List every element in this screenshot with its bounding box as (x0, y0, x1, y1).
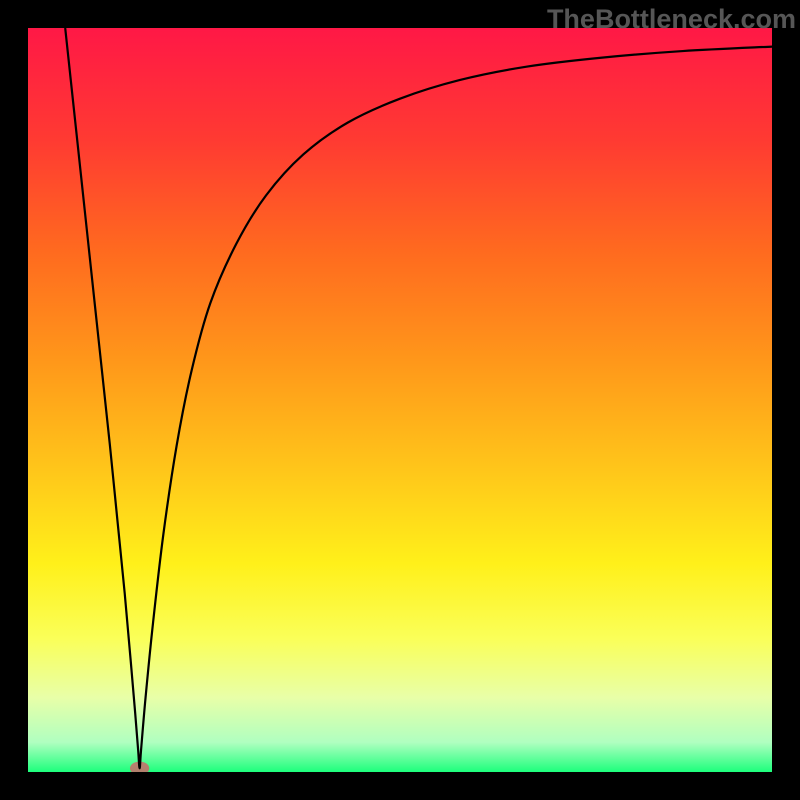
chart-container: TheBottleneck.com (0, 0, 800, 800)
plot-area (28, 28, 772, 772)
watermark-text: TheBottleneck.com (547, 4, 796, 35)
gradient-background (28, 28, 772, 772)
